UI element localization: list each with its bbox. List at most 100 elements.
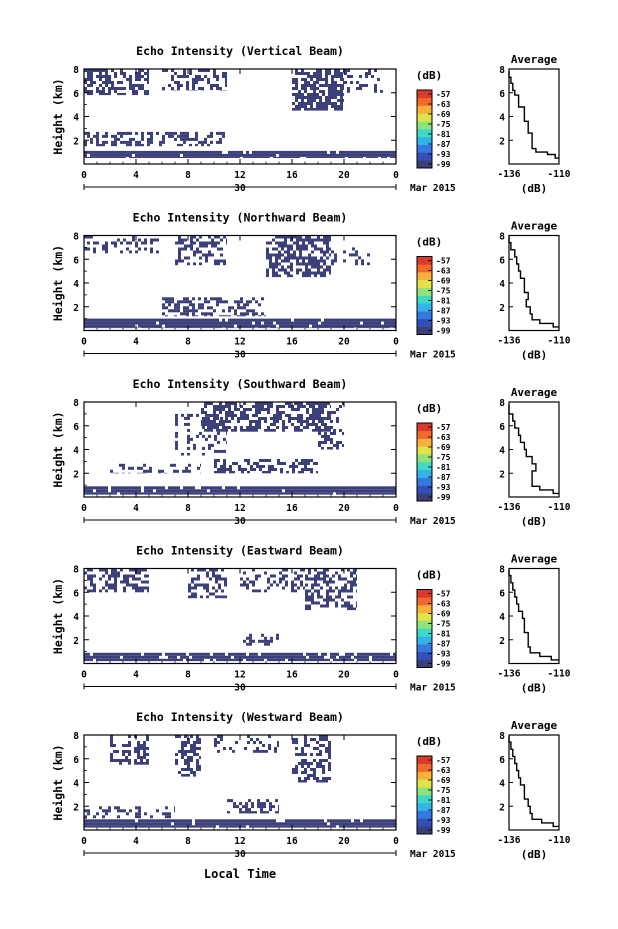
heatmap-cell bbox=[87, 90, 90, 93]
heatmap-cell bbox=[372, 318, 375, 322]
heatmap-cell bbox=[255, 589, 258, 593]
heatmap-cell bbox=[204, 297, 207, 301]
heatmap-cell bbox=[102, 143, 105, 147]
heatmap-cell bbox=[196, 765, 199, 768]
heatmap-cell bbox=[222, 309, 225, 313]
heatmap-cell bbox=[90, 235, 93, 239]
heatmap-cell bbox=[285, 492, 288, 495]
heatmap-cell bbox=[187, 765, 190, 768]
heatmap-cell bbox=[144, 825, 147, 828]
heatmap-cell bbox=[372, 492, 375, 495]
heatmap-cell bbox=[114, 137, 117, 141]
heatmap-cell bbox=[291, 580, 294, 584]
heatmap-cell bbox=[168, 812, 171, 816]
colorbar-unit: (dB) bbox=[416, 69, 443, 82]
heatmap-cell bbox=[348, 825, 351, 828]
heatmap-cell bbox=[228, 655, 231, 659]
heatmap-cell bbox=[87, 84, 90, 87]
heatmap-cell bbox=[268, 465, 271, 468]
heatmap-cell bbox=[325, 759, 328, 762]
heatmap-cell bbox=[331, 81, 334, 84]
heatmap-cell bbox=[273, 420, 276, 423]
heatmap-cell bbox=[369, 819, 372, 823]
heatmap-cell bbox=[333, 658, 336, 662]
heatmap-cell bbox=[301, 765, 304, 768]
heatmap-cell bbox=[120, 250, 123, 254]
heatmap-cell bbox=[303, 426, 306, 429]
heatmap-cell bbox=[310, 96, 313, 99]
colorbar-tick-label: -63 bbox=[436, 600, 451, 609]
heatmap-cell bbox=[354, 819, 357, 823]
heatmap-cell bbox=[319, 744, 322, 747]
heatmap-cell bbox=[141, 84, 144, 87]
heatmap-cell bbox=[276, 426, 279, 429]
heatmap-cell bbox=[138, 87, 141, 90]
heatmap-cell bbox=[276, 655, 279, 659]
heatmap-cell bbox=[365, 72, 368, 75]
heatmap-cell bbox=[343, 259, 346, 263]
heatmap-cell bbox=[324, 405, 327, 408]
heatmap-cell bbox=[315, 819, 318, 823]
heatmap-cell bbox=[258, 321, 261, 325]
heatmap-cell bbox=[350, 574, 353, 578]
heatmap-cell bbox=[347, 568, 350, 572]
heatmap-cell bbox=[333, 486, 336, 490]
heatmap-cell bbox=[292, 738, 295, 741]
heatmap-cell bbox=[120, 568, 123, 572]
heatmap-cell bbox=[114, 153, 117, 157]
heatmap-cell bbox=[309, 327, 312, 329]
heatmap-cell bbox=[211, 443, 214, 447]
heatmap-cell bbox=[284, 250, 287, 254]
heatmap-cell bbox=[298, 102, 301, 105]
heatmap-cell bbox=[225, 402, 228, 405]
heatmap-cell bbox=[207, 819, 210, 823]
heatmap-cell bbox=[294, 402, 297, 405]
heatmap-cell bbox=[292, 108, 295, 111]
heatmap-cell bbox=[369, 492, 372, 495]
heatmap-cell bbox=[294, 589, 297, 593]
heatmap-cell bbox=[218, 577, 221, 581]
heatmap-cell bbox=[313, 84, 316, 87]
heatmap-cell bbox=[237, 153, 240, 157]
heatmap-cell bbox=[194, 592, 197, 596]
heatmap-cell bbox=[340, 108, 343, 111]
heatmap-cell bbox=[210, 156, 213, 158]
heatmap-cell bbox=[132, 568, 135, 572]
heatmap-cell bbox=[174, 806, 175, 810]
heatmap-cell bbox=[355, 262, 358, 266]
heatmap-cell bbox=[240, 577, 243, 581]
heatmap-cell bbox=[198, 153, 201, 157]
heatmap-cell bbox=[270, 153, 273, 157]
heatmap-cell bbox=[334, 90, 337, 93]
heatmap-cell bbox=[260, 802, 263, 806]
average-y-tick-label: 4 bbox=[499, 113, 505, 124]
heatmap-cell bbox=[381, 655, 384, 659]
colorbar-segment bbox=[417, 144, 432, 153]
heatmap-cell bbox=[228, 327, 231, 329]
heatmap-cell bbox=[147, 825, 150, 828]
heatmap-cell bbox=[206, 583, 209, 587]
heatmap-cell bbox=[93, 81, 96, 84]
heatmap-cell bbox=[226, 431, 227, 435]
heatmap-cell bbox=[318, 405, 321, 408]
heatmap-cell bbox=[216, 489, 219, 493]
heatmap-cell bbox=[153, 492, 156, 495]
heatmap-cell bbox=[258, 426, 261, 429]
heatmap-cell bbox=[310, 774, 313, 777]
heatmap-cell bbox=[320, 238, 323, 242]
heatmap-cell bbox=[129, 822, 132, 826]
heatmap-cell bbox=[366, 150, 369, 154]
heatmap-cell bbox=[325, 72, 328, 75]
heatmap-cell bbox=[244, 459, 247, 462]
heatmap-cell bbox=[96, 327, 99, 329]
heatmap-cell bbox=[174, 315, 177, 317]
heatmap-cell bbox=[321, 405, 324, 408]
heatmap-cell bbox=[183, 150, 186, 154]
heatmap-cell bbox=[354, 318, 357, 322]
heatmap-cell bbox=[147, 150, 150, 154]
heatmap-cell bbox=[174, 825, 177, 828]
heatmap-cell bbox=[334, 69, 337, 72]
heatmap-cell bbox=[288, 652, 291, 656]
heatmap-cell bbox=[204, 137, 207, 141]
heatmap-cell bbox=[162, 297, 165, 301]
